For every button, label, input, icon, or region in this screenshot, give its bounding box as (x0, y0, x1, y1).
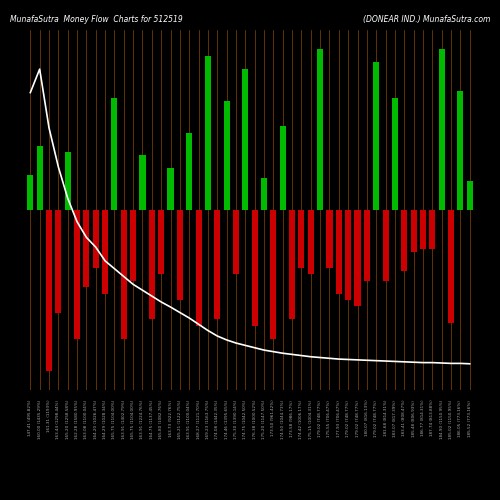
Bar (92, 210, 99, 268)
Bar (401, 210, 407, 271)
Bar (317, 50, 323, 210)
Bar (130, 210, 136, 280)
Bar (205, 56, 211, 210)
Bar (84, 210, 89, 287)
Bar (36, 146, 43, 210)
Bar (392, 98, 398, 210)
Bar (168, 168, 173, 210)
Bar (280, 126, 286, 210)
Bar (382, 210, 388, 280)
Bar (430, 210, 436, 248)
Bar (466, 181, 472, 210)
Bar (438, 50, 444, 210)
Bar (242, 68, 248, 210)
Bar (345, 210, 351, 300)
Bar (289, 210, 295, 320)
Bar (121, 210, 127, 338)
Bar (410, 210, 416, 252)
Bar (270, 210, 276, 338)
Bar (252, 210, 258, 326)
Text: (DONEAR IND.) MunafaSutra.com: (DONEAR IND.) MunafaSutra.com (362, 15, 490, 24)
Bar (158, 210, 164, 274)
Bar (177, 210, 183, 300)
Bar (186, 133, 192, 210)
Bar (149, 210, 155, 320)
Bar (74, 210, 80, 338)
Bar (261, 178, 267, 210)
Bar (140, 156, 145, 210)
Bar (448, 210, 454, 322)
Bar (46, 210, 52, 370)
Bar (233, 210, 239, 274)
Bar (336, 210, 342, 294)
Bar (326, 210, 332, 268)
Bar (28, 174, 34, 210)
Bar (64, 152, 70, 210)
Text: MunafaSutra  Money Flow  Charts for 512519: MunafaSutra Money Flow Charts for 512519 (10, 15, 183, 24)
Bar (298, 210, 304, 268)
Bar (458, 91, 464, 210)
Bar (364, 210, 370, 280)
Bar (373, 62, 379, 210)
Bar (308, 210, 314, 274)
Bar (420, 210, 426, 248)
Bar (56, 210, 62, 313)
Bar (196, 210, 202, 326)
Bar (102, 210, 108, 294)
Bar (214, 210, 220, 320)
Bar (224, 100, 230, 210)
Bar (112, 98, 117, 210)
Bar (354, 210, 360, 306)
